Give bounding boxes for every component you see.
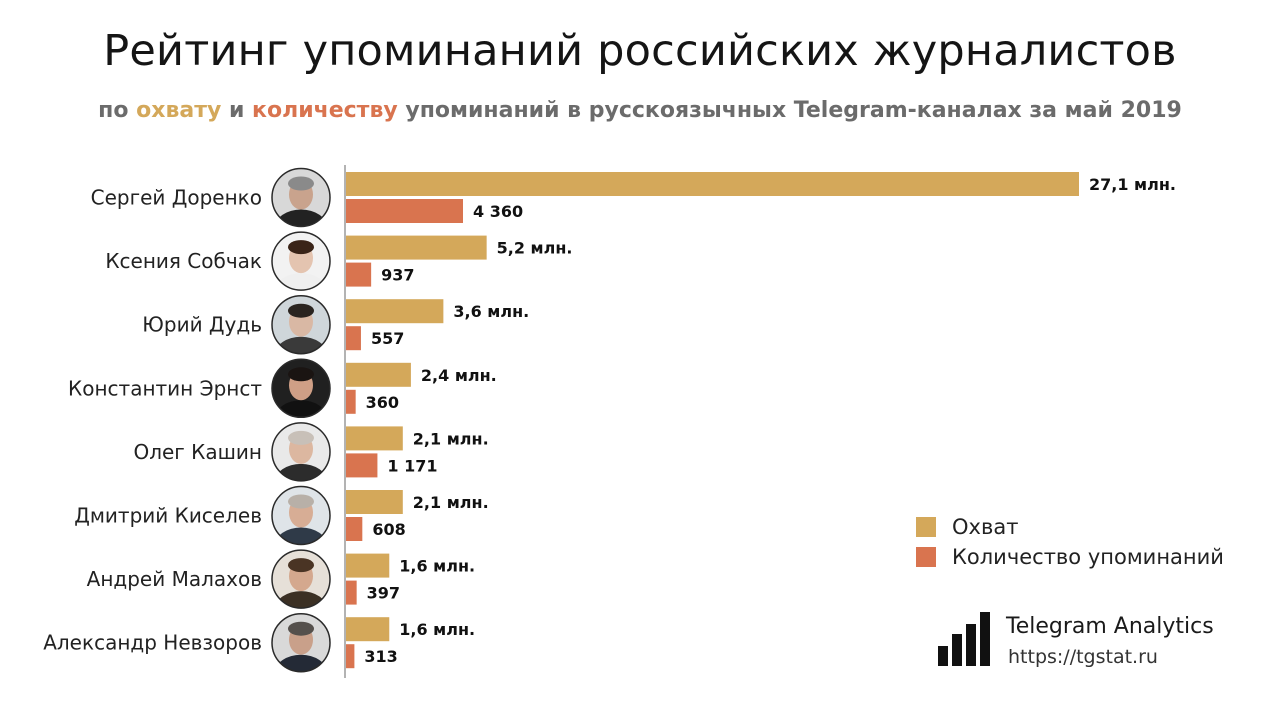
data-label-reach: 5,2 млн. (497, 239, 573, 258)
data-label-mentions: 360 (366, 393, 399, 412)
subtitle-highlight-reach: охвату (136, 98, 222, 123)
category-label: Юрий Дудь (142, 313, 262, 337)
portrait-icon (272, 550, 330, 609)
category-label: Константин Эрнст (68, 376, 262, 400)
data-label-reach: 1,6 млн. (399, 557, 475, 576)
bar-mentions (346, 326, 361, 351)
bar-mentions (346, 199, 463, 223)
bar-reach (346, 362, 411, 387)
avatar (271, 422, 331, 482)
bar-reach (346, 553, 390, 578)
category-label: Сергей Доренко (91, 186, 262, 210)
data-label-reach: 1,6 млн. (399, 620, 475, 639)
data-label-mentions: 4 360 (473, 202, 523, 221)
legend-label-mentions: Количество упоминаний (952, 545, 1224, 569)
avatar (271, 294, 331, 355)
data-label-mentions: 937 (381, 266, 414, 285)
brand-url[interactable]: https://tgstat.ru (1008, 646, 1158, 668)
avatar (271, 612, 331, 673)
data-label-reach: 27,1 млн. (1089, 175, 1176, 194)
data-label-reach: 2,1 млн. (413, 493, 489, 512)
avatar (271, 358, 331, 419)
bar-chart-logo-icon (938, 612, 990, 666)
portrait-icon (272, 486, 330, 545)
bar-mentions (346, 517, 363, 541)
avatar (271, 231, 331, 291)
data-label-mentions: 1 171 (387, 456, 437, 475)
chart-title: Рейтинг упоминаний российских журналисто… (103, 26, 1177, 76)
category-label: Александр Невзоров (43, 631, 262, 655)
legend-item-mentions: Количество упоминаний (916, 542, 1224, 572)
legend-swatch-reach (916, 517, 936, 537)
category-label: Олег Кашин (133, 440, 262, 464)
portrait-icon (272, 168, 330, 227)
data-label-mentions: 397 (367, 584, 400, 603)
chart-subtitle: по охвату и количеству упоминаний в русс… (0, 98, 1280, 123)
portrait-icon (272, 295, 330, 354)
portrait-icon (272, 359, 330, 418)
data-label-reach: 3,6 млн. (453, 302, 529, 321)
subtitle-highlight-count: количеству (252, 98, 398, 123)
bar-reach (346, 490, 403, 514)
avatar (271, 485, 331, 546)
bar-reach (346, 426, 403, 451)
subtitle-part2: и (221, 98, 253, 123)
portrait-icon (272, 613, 330, 672)
brand-name: Telegram Analytics (1006, 614, 1214, 639)
brand-block: Telegram Analytics https://tgstat.ru (938, 612, 1238, 672)
bar-mentions (346, 580, 357, 605)
chart-legend: Охват Количество упоминаний (916, 512, 1224, 572)
data-label-mentions: 313 (364, 647, 397, 666)
bar-reach (346, 172, 1079, 196)
legend-swatch-mentions (916, 547, 936, 567)
category-label: Ксения Собчак (105, 249, 262, 273)
avatar (271, 167, 331, 228)
bar-mentions (346, 453, 378, 478)
avatar (271, 549, 331, 609)
bar-mentions (346, 262, 372, 287)
subtitle-part3: упоминаний в русскоязычных Telegram-кана… (397, 98, 1182, 123)
bar-reach (346, 235, 487, 260)
bar-mentions (346, 644, 355, 669)
subtitle-part1: по (98, 98, 137, 123)
bar-reach (346, 617, 390, 642)
data-label-mentions: 608 (372, 520, 405, 539)
data-label-mentions: 557 (371, 329, 404, 348)
legend-item-reach: Охват (916, 512, 1224, 542)
bar-mentions (346, 389, 356, 414)
data-label-reach: 2,4 млн. (421, 366, 497, 385)
category-label: Дмитрий Киселев (74, 504, 262, 528)
category-label: Андрей Малахов (87, 567, 262, 591)
portrait-icon (272, 422, 330, 481)
legend-label-reach: Охват (952, 515, 1019, 539)
bar-reach (346, 299, 444, 324)
data-label-reach: 2,1 млн. (413, 429, 489, 448)
portrait-icon (272, 232, 330, 291)
